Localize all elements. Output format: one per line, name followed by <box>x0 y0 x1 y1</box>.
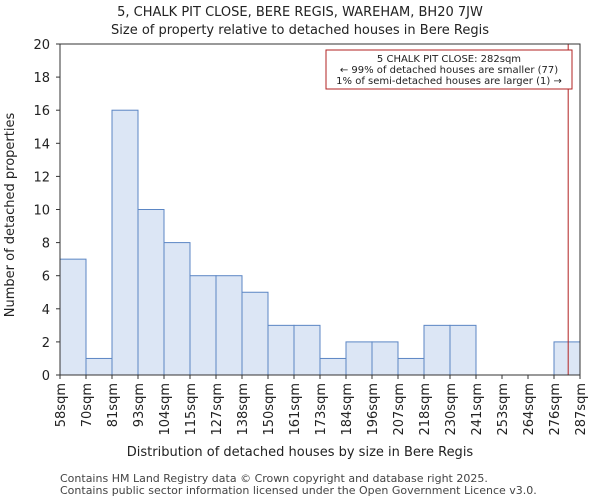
x-tick-label: 127sqm <box>210 383 225 436</box>
x-tick-label: 196sqm <box>366 383 381 436</box>
histogram-bar <box>85 357 113 376</box>
y-tick-label: 20 <box>33 38 50 53</box>
histogram-bar <box>371 341 399 376</box>
x-tick-label: 93sqm <box>132 383 147 427</box>
x-tick-label: 161sqm <box>288 383 303 436</box>
y-tick-label: 4 <box>42 303 50 318</box>
annotation-box <box>325 49 573 90</box>
x-tick-label: 276sqm <box>548 383 563 436</box>
x-tick-label: 253sqm <box>496 383 511 436</box>
histogram-bar <box>319 357 347 376</box>
histogram-bar <box>293 324 321 376</box>
histogram-bar <box>423 324 451 376</box>
histogram-bar <box>189 275 217 376</box>
annotation-line-1: 5 CHALK PIT CLOSE: 282sqm <box>377 54 521 65</box>
histogram-bar <box>241 291 269 376</box>
y-axis-label: Number of detached properties <box>3 113 18 318</box>
histogram-bar <box>345 341 373 376</box>
y-tick-label: 16 <box>33 104 50 119</box>
y-tick-label: 6 <box>42 270 50 285</box>
x-tick-label: 207sqm <box>392 383 407 436</box>
bars <box>59 109 581 376</box>
x-axis-label: Distribution of detached houses by size … <box>127 445 474 460</box>
chart-title: 5, CHALK PIT CLOSE, BERE REGIS, WAREHAM,… <box>117 5 483 20</box>
x-tick-label: 138sqm <box>236 383 251 436</box>
x-axis-ticks: 58sqm 70sqm 81sqm 93sqm 104sqm 115sqm 127sqm 13… <box>54 375 589 436</box>
x-tick-label: 115sqm <box>184 383 199 436</box>
histogram-bar <box>137 209 165 376</box>
x-tick-label: 230sqm <box>444 383 459 436</box>
x-tick-label: 58sqm <box>54 383 69 427</box>
histogram-bar <box>449 324 477 376</box>
x-tick-label: 104sqm <box>158 383 173 436</box>
y-tick-label: 8 <box>42 237 50 252</box>
y-tick-label: 10 <box>33 204 50 219</box>
x-tick-label: 264sqm <box>522 383 537 436</box>
histogram-bar <box>59 258 87 376</box>
y-tick-label: 0 <box>42 369 50 384</box>
y-tick-label: 12 <box>33 170 50 185</box>
x-tick-label: 287sqm <box>574 383 589 436</box>
x-tick-label: 173sqm <box>314 383 329 436</box>
y-axis-ticks: 0 2 4 6 8 10 12 14 16 18 20 <box>33 38 60 384</box>
y-tick-label: 2 <box>42 336 50 351</box>
footer-line-2: Contains public sector information licen… <box>60 484 537 497</box>
x-tick-label: 81sqm <box>106 383 121 427</box>
histogram-bar <box>397 357 425 376</box>
histogram-bar <box>553 341 581 376</box>
x-tick-label: 241sqm <box>470 383 485 436</box>
x-tick-label: 150sqm <box>262 383 277 436</box>
y-tick-label: 18 <box>33 71 50 86</box>
x-tick-label: 218sqm <box>418 383 433 436</box>
histogram-bar <box>163 242 191 376</box>
x-tick-label: 184sqm <box>340 383 355 436</box>
plot-frame <box>59 43 581 376</box>
annotation-line-2: ← 99% of detached houses are smaller (77… <box>340 65 558 76</box>
histogram-bar <box>215 275 243 376</box>
histogram-bar <box>111 109 139 376</box>
x-tick-label: 70sqm <box>80 383 95 427</box>
chart-subtitle: Size of property relative to detached ho… <box>111 23 489 38</box>
footer-line-1: Contains HM Land Registry data © Crown c… <box>60 472 488 485</box>
annotation-line-3: 1% of semi-detached houses are larger (1… <box>336 76 562 87</box>
histogram-bar <box>267 324 295 376</box>
y-tick-label: 14 <box>33 137 50 152</box>
